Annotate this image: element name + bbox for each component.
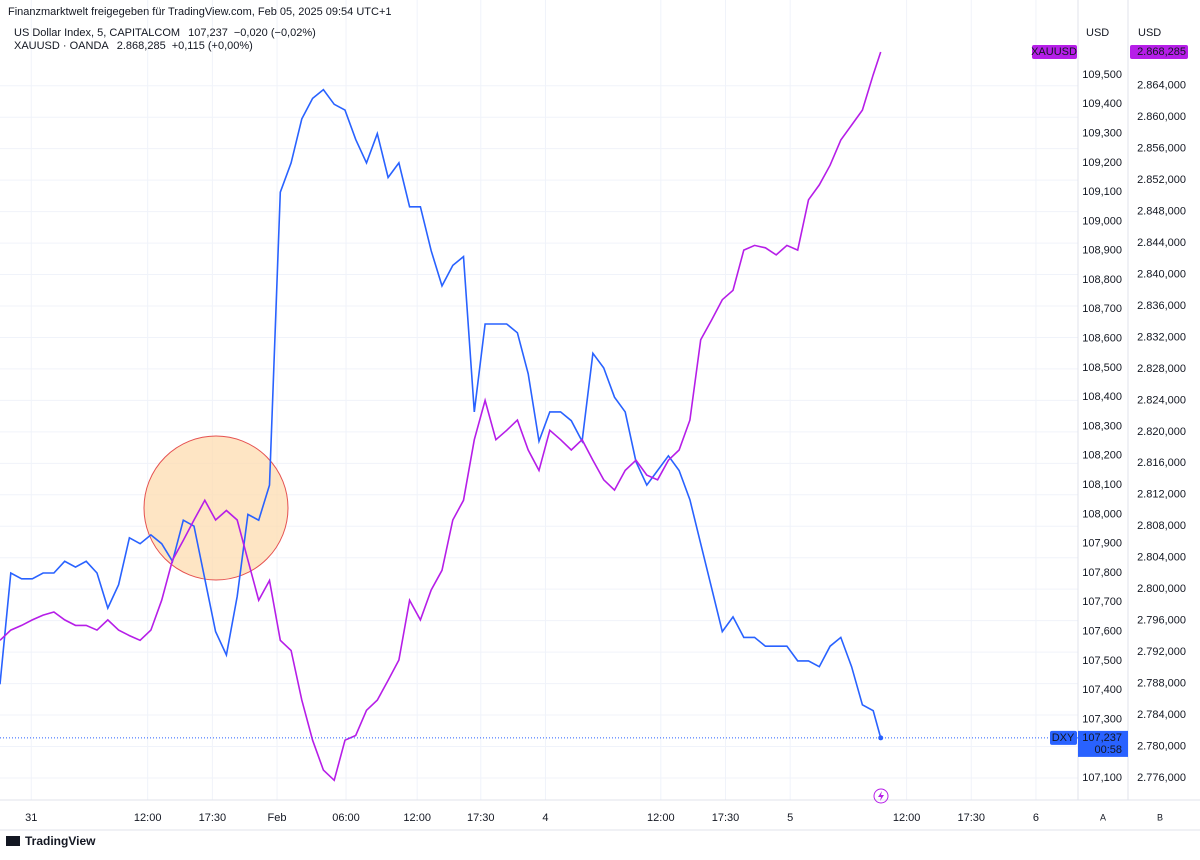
logo-icon	[6, 836, 20, 846]
badge-text: 2.868,285	[1137, 46, 1186, 58]
y-tick-label: 109,300	[1082, 127, 1122, 139]
legend-change: −0,020 (−0,02%)	[234, 27, 316, 39]
y2-tick-label: 2.852,000	[1137, 174, 1186, 186]
y-tick-label: 108,900	[1082, 245, 1122, 257]
y-tick-label: 109,200	[1082, 157, 1122, 169]
y-tick-label: 109,400	[1082, 98, 1122, 110]
y2-tick-label: 2.860,000	[1137, 111, 1186, 123]
y2-tick-label: 2.864,000	[1137, 80, 1186, 92]
x-tick-label: 17:30	[712, 812, 740, 824]
y2-axis-label: USD	[1138, 27, 1161, 39]
x-tick-label: 6	[1033, 812, 1039, 824]
x-tick-label: 5	[787, 812, 793, 824]
y-tick-label: 108,000	[1082, 508, 1122, 520]
y-tick-label: 109,000	[1082, 215, 1122, 227]
header: Finanzmarktwelt freigegeben für TradingV…	[8, 6, 391, 18]
scale-button[interactable]: A	[1100, 812, 1106, 822]
y-tick-label: 109,100	[1082, 186, 1122, 198]
legend-last: 2.868,285	[117, 40, 166, 52]
legend-last: 107,237	[188, 27, 228, 39]
x-tick-label: 12:00	[893, 812, 921, 824]
badge	[1130, 45, 1188, 59]
y2-tick-label: 2.848,000	[1137, 206, 1186, 218]
y-tick-label: 107,400	[1082, 684, 1122, 696]
y2-tick-label: 2.808,000	[1137, 520, 1186, 532]
x-tick-label: 12:00	[134, 812, 162, 824]
series-line	[0, 88, 882, 739]
event-icon[interactable]	[873, 788, 889, 804]
y-tick-label: 108,500	[1082, 362, 1122, 374]
y2-tick-label: 2.784,000	[1137, 709, 1186, 721]
x-tick-label: 17:30	[958, 812, 986, 824]
x-tick-label: 4	[542, 812, 548, 824]
badge-text: XAUUSD	[1031, 46, 1077, 58]
y2-tick-label: 2.804,000	[1137, 552, 1186, 564]
y-tick-label: 108,700	[1082, 303, 1122, 315]
x-tick-label: 17:30	[199, 812, 227, 824]
x-tick-label: 06:00	[332, 812, 360, 824]
y-tick-label: 107,300	[1082, 713, 1122, 725]
badge-text: 00:58	[1094, 744, 1122, 756]
x-tick-label: 12:00	[647, 812, 675, 824]
y-tick-label: 108,400	[1082, 391, 1122, 403]
event-icon-bolt	[878, 791, 884, 801]
badge-text: 107,237	[1082, 732, 1122, 744]
y2-tick-label: 2.832,000	[1137, 331, 1186, 343]
y-tick-label: 108,200	[1082, 450, 1122, 462]
legend-name: US Dollar Index, 5, CAPITALCOM	[14, 27, 180, 39]
y-tick-label: 108,800	[1082, 274, 1122, 286]
y-tick-label: 107,900	[1082, 538, 1122, 550]
last-point	[878, 735, 884, 741]
y2-tick-label: 2.824,000	[1137, 394, 1186, 406]
y2-tick-label: 2.816,000	[1137, 457, 1186, 469]
y2-tick-label: 2.800,000	[1137, 583, 1186, 595]
series-line	[0, 51, 882, 782]
y2-tick-label: 2.836,000	[1137, 300, 1186, 312]
legend-change: +0,115 (+0,00%)	[172, 40, 253, 52]
x-tick-label: 31	[25, 812, 37, 824]
y-tick-label: 107,600	[1082, 625, 1122, 637]
y2-tick-label: 2.828,000	[1137, 363, 1186, 375]
highlight-circle	[143, 435, 289, 581]
y2-tick-label: 2.840,000	[1137, 268, 1186, 280]
x-tick-label: 12:00	[403, 812, 431, 824]
scale-button[interactable]: B	[1157, 812, 1163, 822]
y-tick-label: 107,800	[1082, 567, 1122, 579]
brand: TradingView	[25, 834, 96, 848]
y-tick-label: 107,100	[1082, 772, 1122, 784]
y-tick-label: 108,100	[1082, 479, 1122, 491]
y2-tick-label: 2.776,000	[1137, 772, 1186, 784]
badge	[1078, 730, 1128, 757]
y-tick-label: 108,300	[1082, 420, 1122, 432]
y2-tick-label: 2.812,000	[1137, 489, 1186, 501]
y2-tick-label: 2.788,000	[1137, 677, 1186, 689]
y-tick-label: 107,500	[1082, 655, 1122, 667]
y2-tick-label: 2.856,000	[1137, 143, 1186, 155]
legend-name: XAUUSD · OANDA	[14, 40, 109, 52]
y2-tick-label: 2.780,000	[1137, 740, 1186, 752]
badge-text: DXY	[1052, 732, 1075, 744]
y2-tick-label: 2.820,000	[1137, 426, 1186, 438]
y2-tick-label: 2.792,000	[1137, 646, 1186, 658]
badge	[1050, 730, 1077, 745]
y2-tick-label: 2.796,000	[1137, 615, 1186, 627]
y-tick-label: 108,600	[1082, 333, 1122, 345]
y-tick-label: 109,500	[1082, 69, 1122, 81]
x-tick-label: Feb	[268, 812, 287, 824]
y-tick-label: 107,700	[1082, 596, 1122, 608]
y2-tick-label: 2.844,000	[1137, 237, 1186, 249]
badge	[1032, 45, 1077, 59]
x-tick-label: 17:30	[467, 812, 495, 824]
y-axis-label: USD	[1086, 27, 1109, 39]
